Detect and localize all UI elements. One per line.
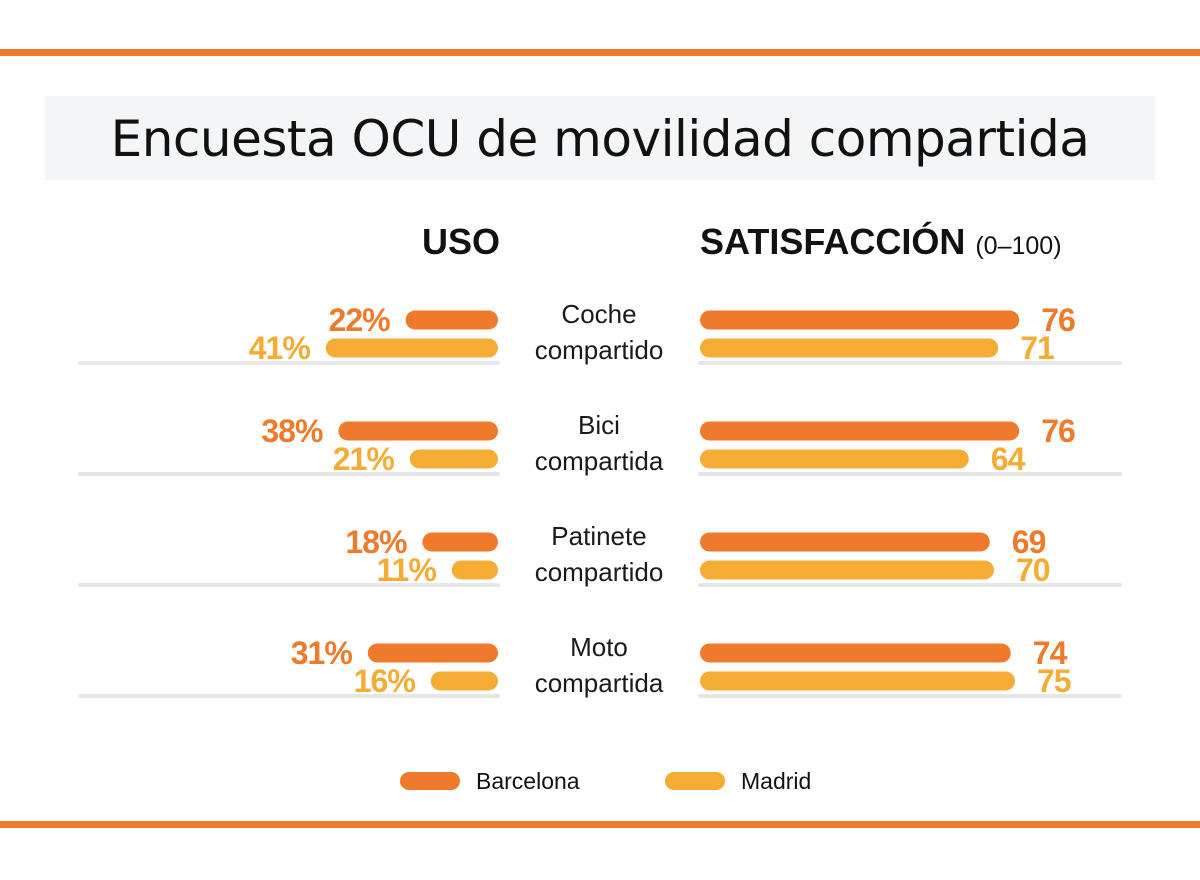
satisfaccion-value-madrid-patinete-compartido: 70 bbox=[1016, 552, 1050, 588]
satisfaccion-bar-madrid-bici-compartida bbox=[700, 449, 969, 469]
satisfaccion-bar-madrid-coche-compartido bbox=[700, 338, 999, 358]
legend-label-barcelona: Barcelona bbox=[476, 767, 580, 794]
uso-bar-madrid-moto-compartida bbox=[430, 671, 498, 691]
satisfaccion-heading-label: SATISFACCIÓN bbox=[700, 221, 966, 262]
category-label-coche-compartido-line-1: Coche bbox=[561, 299, 636, 329]
uso-bar-barcelona-patinete-compartido bbox=[422, 532, 498, 552]
satisfaccion-value-barcelona-bici-compartida: 76 bbox=[1041, 413, 1075, 449]
category-label-moto-compartida-line-1: Moto bbox=[570, 632, 628, 662]
uso-value-madrid-bici-compartida: 21% bbox=[333, 441, 395, 477]
satisfaccion-heading: SATISFACCIÓN (0–100) bbox=[700, 222, 1062, 266]
legend-item-barcelona: Barcelona bbox=[400, 766, 580, 796]
satisfaccion-bar-barcelona-patinete-compartido bbox=[700, 532, 990, 552]
legend-swatch-madrid bbox=[665, 772, 725, 790]
uso-value-madrid-coche-compartido: 41% bbox=[249, 330, 311, 366]
legend-swatch-barcelona bbox=[400, 772, 460, 790]
satisfaccion-value-madrid-bici-compartida: 64 bbox=[991, 441, 1026, 477]
title-band bbox=[45, 96, 1155, 180]
uso-value-madrid-patinete-compartido: 11% bbox=[377, 552, 437, 588]
uso-value-barcelona-moto-compartida: 31% bbox=[291, 635, 353, 671]
uso-heading: USO bbox=[422, 222, 500, 262]
uso-bar-barcelona-moto-compartida bbox=[367, 643, 498, 663]
category-label-patinete-compartido-line-2: compartido bbox=[535, 557, 664, 587]
uso-bar-madrid-bici-compartida bbox=[409, 449, 498, 469]
satisfaccion-bar-madrid-moto-compartida bbox=[700, 671, 1015, 691]
satisfaccion-bar-barcelona-coche-compartido bbox=[700, 310, 1020, 330]
satisfaccion-value-barcelona-patinete-compartido: 69 bbox=[1012, 524, 1046, 560]
uso-bar-madrid-patinete-compartido bbox=[451, 560, 498, 580]
legend-label-madrid: Madrid bbox=[741, 767, 812, 794]
category-label-bici-compartida-line-2: compartida bbox=[535, 446, 664, 476]
uso-value-barcelona-patinete-compartido: 18% bbox=[345, 524, 407, 560]
category-label-moto-compartida-line-2: compartida bbox=[535, 668, 664, 698]
satisfaccion-value-barcelona-coche-compartido: 76 bbox=[1041, 302, 1075, 338]
uso-value-madrid-moto-compartida: 16% bbox=[354, 663, 416, 699]
category-label-bici-compartida-line-1: Bici bbox=[578, 410, 620, 440]
satisfaccion-value-madrid-moto-compartida: 75 bbox=[1037, 663, 1071, 699]
uso-bar-barcelona-bici-compartida bbox=[338, 421, 498, 441]
uso-heading-label: USO bbox=[421, 221, 500, 262]
satisfaccion-bar-barcelona-bici-compartida bbox=[700, 421, 1020, 441]
category-label-coche-compartido-line-2: compartido bbox=[535, 335, 664, 365]
satisfaccion-bar-madrid-patinete-compartido bbox=[700, 560, 994, 580]
bottom-rule bbox=[0, 821, 1200, 828]
uso-value-barcelona-bici-compartida: 38% bbox=[261, 413, 323, 449]
uso-bar-madrid-coche-compartido bbox=[325, 338, 498, 358]
uso-value-barcelona-coche-compartido: 22% bbox=[329, 302, 391, 338]
chart-title: Encuesta OCU de movilidad compartida bbox=[110, 110, 1090, 168]
category-label-patinete-compartido-line-1: Patinete bbox=[551, 521, 646, 551]
satisfaccion-value-barcelona-moto-compartida: 74 bbox=[1033, 635, 1068, 671]
satisfaccion-scale: (0–100) bbox=[975, 232, 1062, 260]
uso-bar-barcelona-coche-compartido bbox=[405, 310, 498, 330]
satisfaccion-bar-barcelona-moto-compartida bbox=[700, 643, 1011, 663]
legend-item-madrid: Madrid bbox=[665, 766, 811, 796]
top-rule bbox=[0, 49, 1200, 56]
satisfaccion-value-madrid-coche-compartido: 71 bbox=[1020, 330, 1054, 366]
